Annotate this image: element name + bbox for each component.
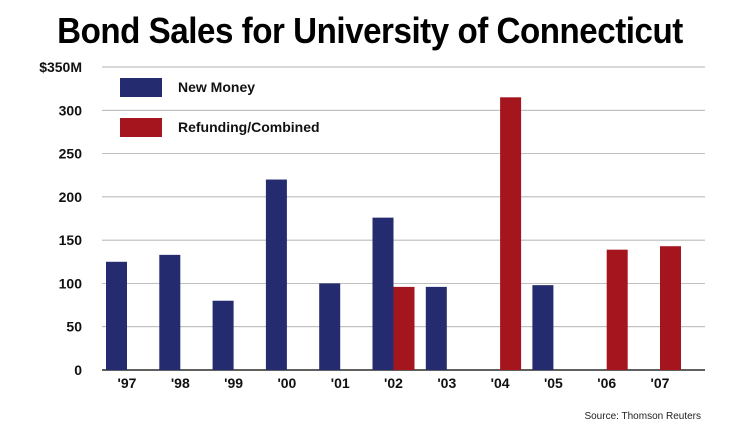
y-axis-ticks: 0 50 100 150 200 250 300 $350M: [39, 59, 82, 378]
x-tick-label: '05: [544, 375, 563, 391]
x-tick-label: '99: [224, 375, 243, 391]
x-tick-label: '01: [331, 375, 350, 391]
x-tick-label: '04: [491, 375, 510, 391]
x-tick-label: '00: [277, 375, 296, 391]
bar-new-money-8: [532, 285, 554, 370]
x-tick-label: '07: [651, 375, 670, 391]
y-tick-label: 50: [66, 319, 82, 335]
y-tick-label: 150: [59, 232, 83, 248]
x-tick-label: '03: [437, 375, 456, 391]
chart-title: Bond Sales for University of Connecticut: [57, 10, 683, 51]
bar-new-money-0: [106, 261, 127, 370]
bar-refunding-7: [500, 97, 522, 371]
legend-swatch-1: [120, 118, 162, 137]
x-tick-label: '02: [384, 375, 403, 391]
bar-new-money-5: [372, 217, 394, 370]
bar-new-money-4: [319, 283, 341, 370]
bar-new-money-3: [265, 179, 287, 370]
x-tick-label: '06: [597, 375, 616, 391]
bar-new-money-6: [425, 286, 447, 370]
y-tick-label: 200: [59, 189, 83, 205]
bars: [106, 97, 681, 371]
legend-swatch-0: [120, 78, 162, 97]
legend-label-0: New Money: [178, 79, 255, 95]
y-tick-label: $350M: [39, 59, 82, 75]
y-tick-label: 300: [59, 102, 83, 118]
y-tick-label: 100: [59, 275, 83, 291]
y-tick-label: 0: [74, 362, 82, 378]
legend: New Money Refunding/Combined: [120, 78, 320, 137]
y-tick-label: 250: [59, 146, 83, 162]
source-note: Source: Thomson Reuters: [584, 411, 701, 422]
bar-new-money-1: [159, 254, 181, 370]
bar-new-money-2: [212, 300, 234, 370]
x-tick-label: '97: [118, 375, 137, 391]
bar-refunding-10: [660, 246, 681, 370]
x-axis-ticks: '97 '98 '99 '00 '01 '02 '03 '04 '05 '06 '07: [118, 375, 670, 391]
legend-label-1: Refunding/Combined: [178, 119, 320, 135]
bar-refunding-9: [606, 249, 628, 370]
bar-refunding-5: [393, 286, 415, 370]
x-tick-label: '98: [171, 375, 190, 391]
